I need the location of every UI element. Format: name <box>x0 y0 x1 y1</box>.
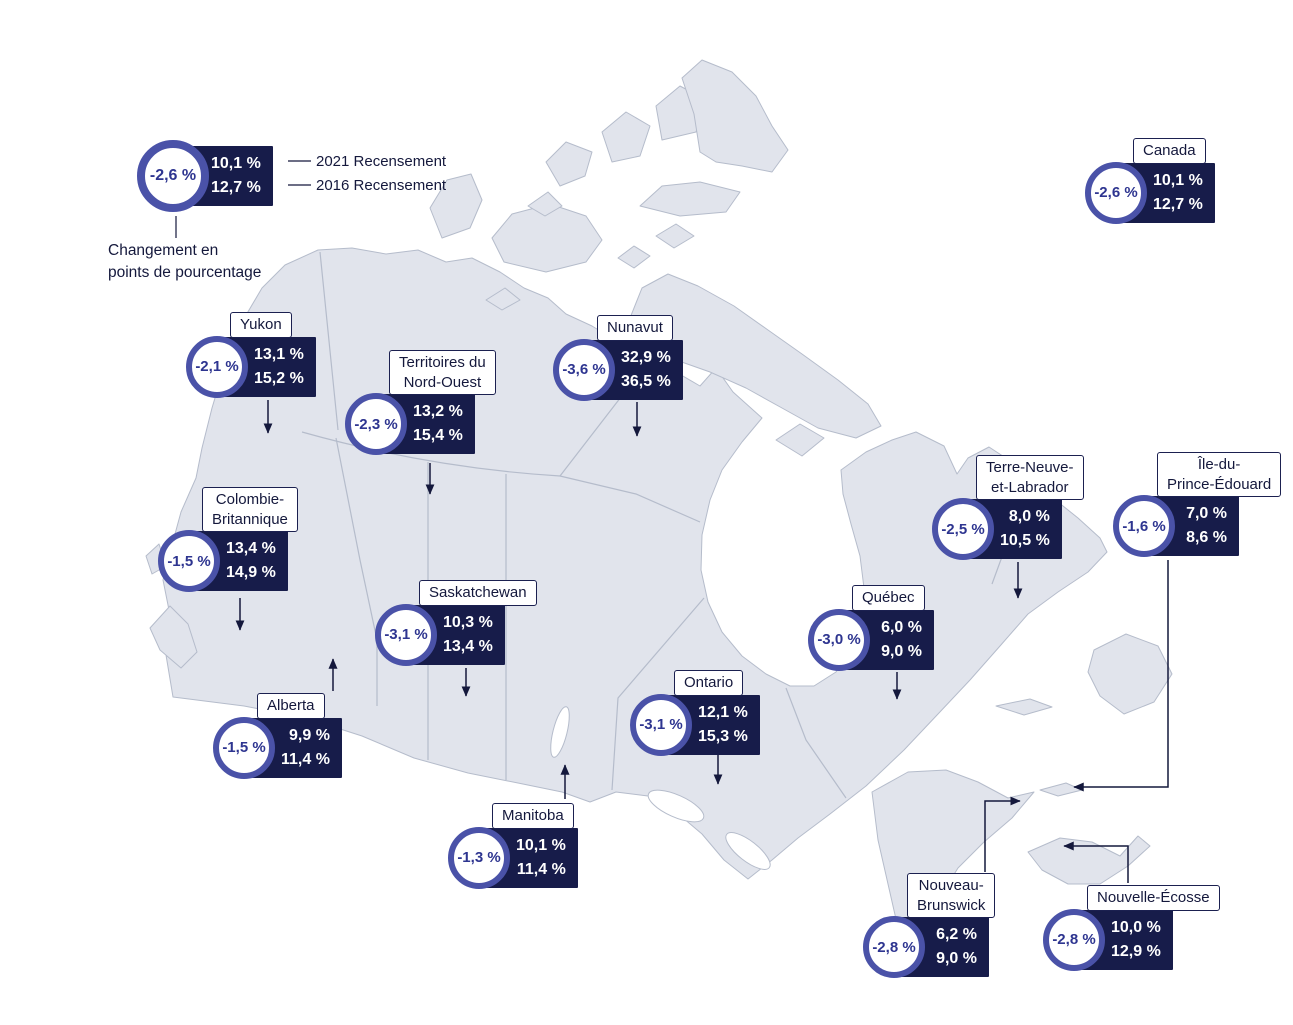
region-label: Canada <box>1133 138 1206 164</box>
value-2016: 14,9 % <box>226 564 276 581</box>
change-circle: -3,6 % <box>553 338 615 401</box>
value-2016: 8,6 % <box>1186 529 1227 546</box>
value-2021: 10,3 % <box>443 613 493 631</box>
value-2016: 11,4 % <box>516 860 566 878</box>
lakes <box>550 706 771 870</box>
change-circle: -3,1 % <box>630 693 692 756</box>
callout-manitoba: Manitoba -1,3 % 10,1 % 11,4 % <box>448 803 578 889</box>
region-label: Alberta <box>257 693 325 719</box>
change-circle: -3,1 % <box>375 603 437 666</box>
callout-saskatchewan: Saskatchewan -3,1 % 10,3 % 13,4 % <box>375 580 537 666</box>
change-circle: -2,5 % <box>932 498 994 560</box>
value-2021: 7,0 % <box>1186 505 1227 522</box>
value-2016: 11,4 % <box>281 750 330 768</box>
change-circle: -2,8 % <box>1043 908 1105 971</box>
region-label: Yukon <box>230 312 292 338</box>
legend-value-2021: 10,1 % <box>211 155 261 172</box>
value-2016: 36,5 % <box>621 372 671 390</box>
callout-canada: Canada -2,6 % 10,1 % 12,7 % <box>1085 138 1215 224</box>
callout-tnl: Terre-Neuve- et-Labrador -2,5 % 8,0 % 10… <box>932 455 1084 560</box>
value-2021: 13,2 % <box>413 403 463 420</box>
somerset-island <box>655 223 695 249</box>
value-2021: 9,9 % <box>289 726 330 744</box>
arctic-island-4 <box>485 287 521 311</box>
callout-tno: Territoires du Nord-Ouest -2,3 % 13,2 % … <box>345 350 496 455</box>
value-2016: 12,7 % <box>1153 195 1203 213</box>
legend-label-2021: 2021 Recensement <box>316 153 447 170</box>
pei-island <box>1039 782 1083 797</box>
victoria-island <box>491 203 603 273</box>
arctic-island-2 <box>601 111 651 163</box>
value-2016: 15,3 % <box>698 727 748 745</box>
value-2016: 15,2 % <box>254 369 304 387</box>
region-label: Colombie- Britannique <box>202 487 298 532</box>
value-2016: 13,4 % <box>443 637 493 655</box>
value-2021: 13,4 % <box>226 540 276 557</box>
value-2021: 13,1 % <box>254 345 304 363</box>
value-2021: 6,0 % <box>881 618 922 636</box>
legend-change-circle: -2,6 % <box>137 140 209 212</box>
region-label: Ontario <box>674 670 744 696</box>
anticosti-island <box>995 698 1053 716</box>
legend-value-2016: 12,7 % <box>211 179 261 196</box>
region-label: Terre-Neuve- et-Labrador <box>976 455 1084 500</box>
region-label: Québec <box>852 585 925 611</box>
newfoundland-island <box>1087 633 1173 715</box>
value-2021: 8,0 % <box>1008 508 1050 525</box>
province-borders <box>301 251 1015 799</box>
legend-label-2016: 2016 Recensement <box>316 177 447 194</box>
region-label: Nouvelle-Écosse <box>1087 885 1220 911</box>
value-2016: 12,9 % <box>1111 942 1161 960</box>
value-2016: 9,0 % <box>881 642 922 660</box>
banks-island <box>429 173 483 239</box>
region-label: Territoires du Nord-Ouest <box>389 350 496 395</box>
legend-caption: Changement en points de pourcentage <box>108 242 262 282</box>
callout-ne: Nouvelle-Écosse -2,8 % 10,0 % 12,9 % <box>1043 885 1220 971</box>
southampton-island <box>775 423 825 457</box>
change-circle: -1,5 % <box>158 530 220 592</box>
callout-nunavut: Nunavut -3,6 % 32,9 % 36,5 % <box>553 315 683 401</box>
vancouver-island <box>149 605 198 669</box>
change-circle: -1,5 % <box>213 716 275 779</box>
region-label: Manitoba <box>492 803 574 829</box>
callout-ontario: Ontario -3,1 % 12,1 % 15,3 % <box>630 670 760 756</box>
change-circle: -3,0 % <box>808 608 870 671</box>
change-circle: -1,3 % <box>448 826 510 889</box>
callout-cb: Colombie- Britannique -1,5 % 13,4 % 14,9… <box>158 487 298 592</box>
value-2021: 10,0 % <box>1111 918 1161 936</box>
region-label: Nouveau- Brunswick <box>907 873 996 918</box>
change-circle: -2,8 % <box>863 916 925 978</box>
region-label: Nunavut <box>597 315 673 341</box>
value-2021: 32,9 % <box>621 348 671 366</box>
baffin-island <box>629 273 882 439</box>
arctic-island-3 <box>527 191 563 217</box>
value-2021: 10,1 % <box>516 836 566 854</box>
value-2016: 9,0 % <box>936 950 977 967</box>
value-2021: 6,2 % <box>936 926 977 943</box>
ellesmere-island <box>681 59 789 173</box>
value-2016: 15,4 % <box>413 427 463 444</box>
region-label: Île-du- Prince-Édouard <box>1157 452 1282 497</box>
king-william-island <box>617 245 651 269</box>
legend-connectors <box>175 160 311 238</box>
value-2016: 10,5 % <box>1000 532 1050 549</box>
change-circle: -1,6 % <box>1113 495 1175 557</box>
devon-island <box>639 181 741 217</box>
pointer-arrows <box>235 400 1169 883</box>
legend-sample-callout: -2,6 % 10,1 % 12,7 % <box>137 140 273 212</box>
callout-alberta: Alberta -1,5 % 9,9 % 11,4 % <box>213 693 342 779</box>
callout-nb: Nouveau- Brunswick -2,8 % 6,2 % 9,0 % <box>863 873 996 978</box>
region-label: Saskatchewan <box>419 580 537 606</box>
arctic-island-1 <box>545 141 593 187</box>
value-2021: 10,1 % <box>1153 171 1203 189</box>
callout-yukon: Yukon -2,1 % 13,1 % 15,2 % <box>186 312 316 398</box>
change-circle: -2,6 % <box>1085 161 1147 224</box>
change-circle: -2,3 % <box>345 393 407 455</box>
change-circle: -2,1 % <box>186 335 248 398</box>
callout-quebec: Québec -3,0 % 6,0 % 9,0 % <box>808 585 934 671</box>
callout-ipe: Île-du- Prince-Édouard -1,6 % 7,0 % 8,6 … <box>1113 452 1282 557</box>
nova-scotia-island <box>1027 835 1151 885</box>
value-2021: 12,1 % <box>698 703 748 721</box>
